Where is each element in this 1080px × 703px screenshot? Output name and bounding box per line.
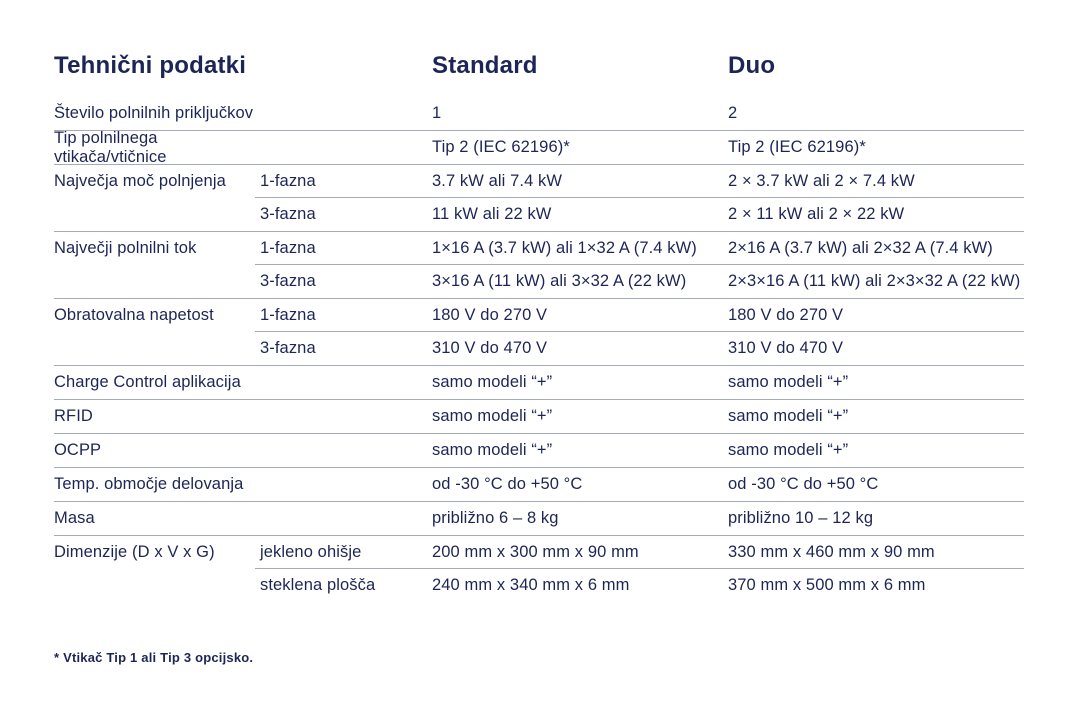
row-sublabel [255, 131, 432, 164]
cell-standard: 3.7 kW ali 7.4 kW [432, 171, 563, 190]
table-row: 3-fazna 11 kW ali 22 kW 2 × 11 kW ali 2 … [54, 198, 1024, 232]
table-row: Obratovalna napetost 1-fazna 180 V do 27… [54, 299, 1024, 332]
table-row: Tip polnilnega vtikača/vtičnice Tip 2 (I… [54, 128, 1024, 166]
row-sublabel [255, 502, 432, 535]
cell-duo: Tip 2 (IEC 62196)* [728, 138, 866, 156]
column-header-duo: Duo [728, 52, 776, 79]
cell-standard: od -30 °C do +50 °C [432, 475, 583, 493]
table-row: 3-fazna 3×16 A (11 kW) ali 3×32 A (22 kW… [54, 265, 1024, 299]
table-row: Število polnilnih priključkov 1 2 [54, 97, 1024, 131]
cell-duo: samo modeli “+” [728, 373, 849, 391]
column-header-standard: Standard [432, 52, 538, 79]
row-sublabel: 1-fazna [260, 238, 316, 257]
cell-duo: približno 10 – 12 kg [728, 509, 874, 527]
row-sublabel: steklena plošča [260, 576, 376, 594]
row-label: Največja moč polnjenja [54, 172, 226, 190]
cell-duo: 370 mm x 500 mm x 6 mm [728, 576, 926, 594]
cell-duo: 2 × 3.7 kW ali 2 × 7.4 kW [728, 171, 915, 190]
table-row: 3-fazna 310 V do 470 V 310 V do 470 V [54, 332, 1024, 366]
table-row: Charge Control aplikacija samo modeli “+… [54, 366, 1024, 400]
row-sublabel: jekleno ohišje [260, 542, 362, 561]
cell-standard: 11 kW ali 22 kW [432, 205, 552, 223]
row-label: Tip polnilnega vtikača/vtičnice [54, 128, 167, 166]
footnote: * Vtikač Tip 1 ali Tip 3 opcijsko. [54, 650, 254, 665]
table-row: RFID samo modeli “+” samo modeli “+” [54, 400, 1024, 434]
page-title: Tehnični podatki [54, 52, 247, 79]
table-row: Največji polnilni tok 1-fazna 1×16 A (3.… [54, 232, 1024, 265]
cell-duo: 2 × 11 kW ali 2 × 22 kW [728, 205, 905, 223]
cell-duo: 310 V do 470 V [728, 339, 844, 357]
row-label: Število polnilnih priključkov [54, 104, 254, 122]
table-row: steklena plošča 240 mm x 340 mm x 6 mm 3… [54, 569, 1024, 602]
row-label: Obratovalna napetost [54, 306, 214, 324]
row-label: Temp. območje delovanja [54, 475, 244, 493]
table-row: Največja moč polnjenja 1-fazna 3.7 kW al… [54, 165, 1024, 198]
row-label [54, 265, 255, 298]
cell-duo: samo modeli “+” [728, 441, 849, 459]
table-row: OCPP samo modeli “+” samo modeli “+” [54, 434, 1024, 468]
cell-duo: 180 V do 270 V [728, 305, 844, 324]
row-label: OCPP [54, 441, 102, 459]
row-sublabel: 3-fazna [260, 272, 316, 290]
row-label: Charge Control aplikacija [54, 373, 241, 391]
table-row: Temp. območje delovanja od -30 °C do +50… [54, 468, 1024, 502]
spec-sheet-content: Tehnični podatki Standard Duo Število po… [54, 52, 1024, 665]
row-label: Dimenzije (D x V x G) [54, 543, 215, 561]
row-sublabel [255, 97, 432, 130]
cell-standard: 240 mm x 340 mm x 6 mm [432, 576, 630, 594]
row-label [54, 569, 255, 602]
row-sublabel [255, 366, 432, 399]
row-sublabel [255, 434, 432, 467]
cell-duo: samo modeli “+” [728, 407, 849, 425]
row-sublabel: 1-fazna [260, 305, 316, 324]
cell-duo: 2×16 A (3.7 kW) ali 2×32 A (7.4 kW) [728, 238, 993, 257]
table-header: Tehnični podatki Standard Duo [54, 52, 1024, 80]
cell-standard: samo modeli “+” [432, 407, 553, 425]
cell-standard: samo modeli “+” [432, 441, 553, 459]
cell-standard: Tip 2 (IEC 62196)* [432, 138, 570, 156]
row-label [54, 332, 255, 365]
row-sublabel [255, 468, 432, 501]
row-sublabel [255, 400, 432, 433]
row-sublabel: 3-fazna [260, 205, 316, 223]
cell-standard: 180 V do 270 V [432, 305, 548, 324]
cell-standard: približno 6 – 8 kg [432, 509, 559, 527]
table-row: Masa približno 6 – 8 kg približno 10 – 1… [54, 502, 1024, 536]
table-row: Dimenzije (D x V x G) jekleno ohišje 200… [54, 536, 1024, 569]
spec-table: Število polnilnih priključkov 1 2 Tip po… [54, 97, 1024, 602]
column-header-duo-cell: Duo [728, 52, 1024, 80]
page-title-cell: Tehnični podatki [54, 52, 432, 80]
cell-standard: 200 mm x 300 mm x 90 mm [432, 542, 639, 561]
cell-standard: 310 V do 470 V [432, 339, 548, 357]
row-label: Največji polnilni tok [54, 239, 197, 257]
cell-duo: 330 mm x 460 mm x 90 mm [728, 542, 935, 561]
column-header-standard-cell: Standard [432, 52, 728, 80]
row-label: Masa [54, 509, 95, 527]
cell-standard: samo modeli “+” [432, 373, 553, 391]
cell-standard: 3×16 A (11 kW) ali 3×32 A (22 kW) [432, 272, 687, 290]
cell-standard: 1×16 A (3.7 kW) ali 1×32 A (7.4 kW) [432, 238, 697, 257]
cell-duo: 2×3×16 A (11 kW) ali 2×3×32 A (22 kW) [728, 272, 1021, 290]
row-label: RFID [54, 407, 93, 425]
cell-duo: 2 [728, 104, 738, 122]
cell-duo: od -30 °C do +50 °C [728, 475, 879, 493]
cell-standard: 1 [432, 104, 442, 122]
row-label [54, 198, 255, 231]
row-sublabel: 1-fazna [260, 171, 316, 190]
row-sublabel: 3-fazna [260, 339, 316, 357]
